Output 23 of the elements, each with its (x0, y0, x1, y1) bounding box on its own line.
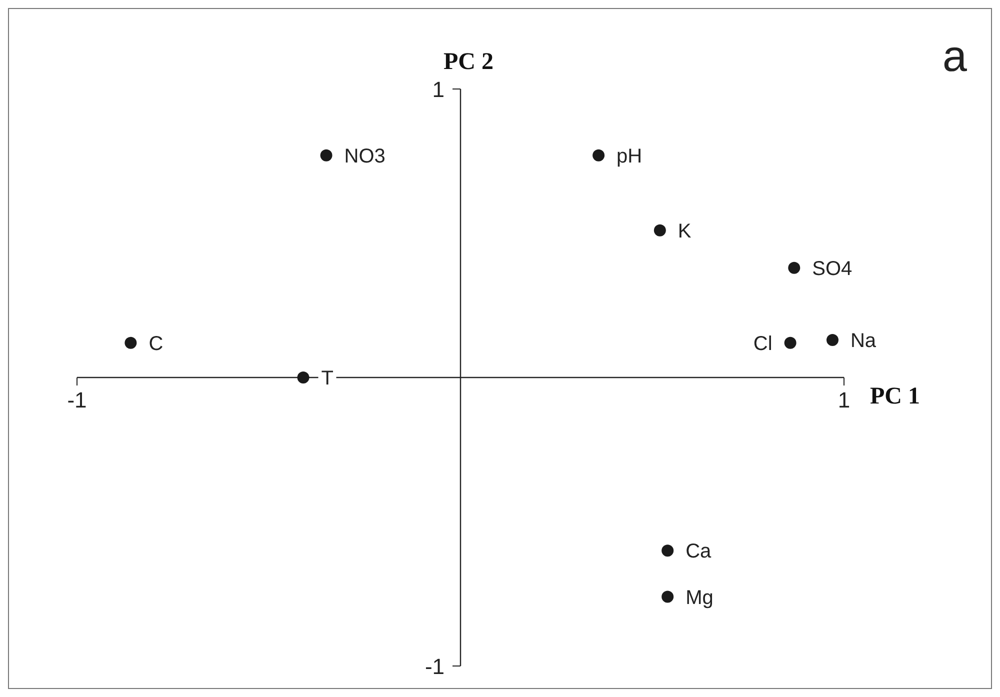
y-axis-title: PC 2 (444, 49, 494, 75)
point (662, 544, 674, 557)
point (826, 334, 838, 346)
annotation: NO3 (344, 145, 386, 168)
annotation: Cl (753, 332, 772, 355)
annotation: pH (616, 145, 642, 168)
point (784, 336, 796, 349)
point (320, 149, 332, 162)
annotation: C (148, 332, 164, 355)
point (297, 372, 310, 384)
annotation: T (321, 368, 334, 390)
annotation: Na (850, 330, 877, 352)
point (654, 224, 666, 236)
text: a (942, 32, 968, 81)
annotation: Mg (686, 586, 714, 609)
annotation: K (678, 220, 692, 242)
point (124, 336, 137, 349)
point (788, 262, 800, 274)
point (662, 590, 674, 603)
annotation: SO4 (812, 258, 852, 280)
point (592, 149, 605, 162)
annotation: Ca (686, 540, 712, 563)
x-axis-title: PC 1 (870, 384, 920, 410)
